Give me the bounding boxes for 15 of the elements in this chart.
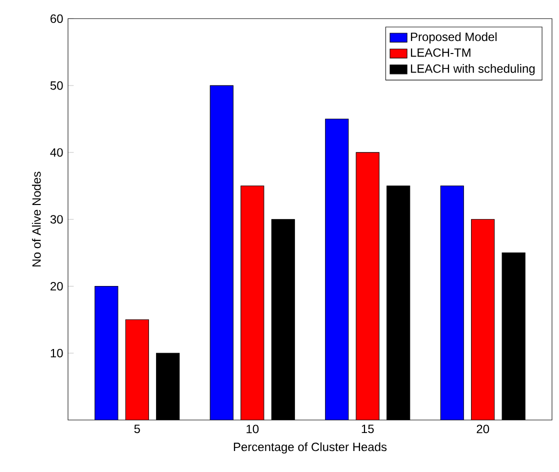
legend-label: LEACH-TM	[410, 48, 470, 57]
legend-label: Proposed Model	[410, 32, 497, 44]
y-tick-label: 60	[50, 14, 63, 23]
x-tick-label: 15	[362, 424, 374, 434]
x-tick-label: 20	[476, 424, 490, 434]
x-axis-title: Percentage of Cluster Heads	[234, 442, 387, 454]
y-tick-label: 50	[50, 81, 63, 90]
x-tick-label: 5	[134, 424, 140, 434]
y-axis-title: No of Alive Nodes	[32, 172, 41, 266]
y-tick-label: 30	[50, 215, 63, 224]
y-tick-label: 10	[50, 348, 63, 358]
legend-label: LEACH with scheduling	[410, 64, 535, 76]
y-tick-label: 20	[50, 282, 63, 290]
y-tick-label: 40	[50, 148, 63, 157]
x-tick-label: 10	[246, 424, 259, 434]
